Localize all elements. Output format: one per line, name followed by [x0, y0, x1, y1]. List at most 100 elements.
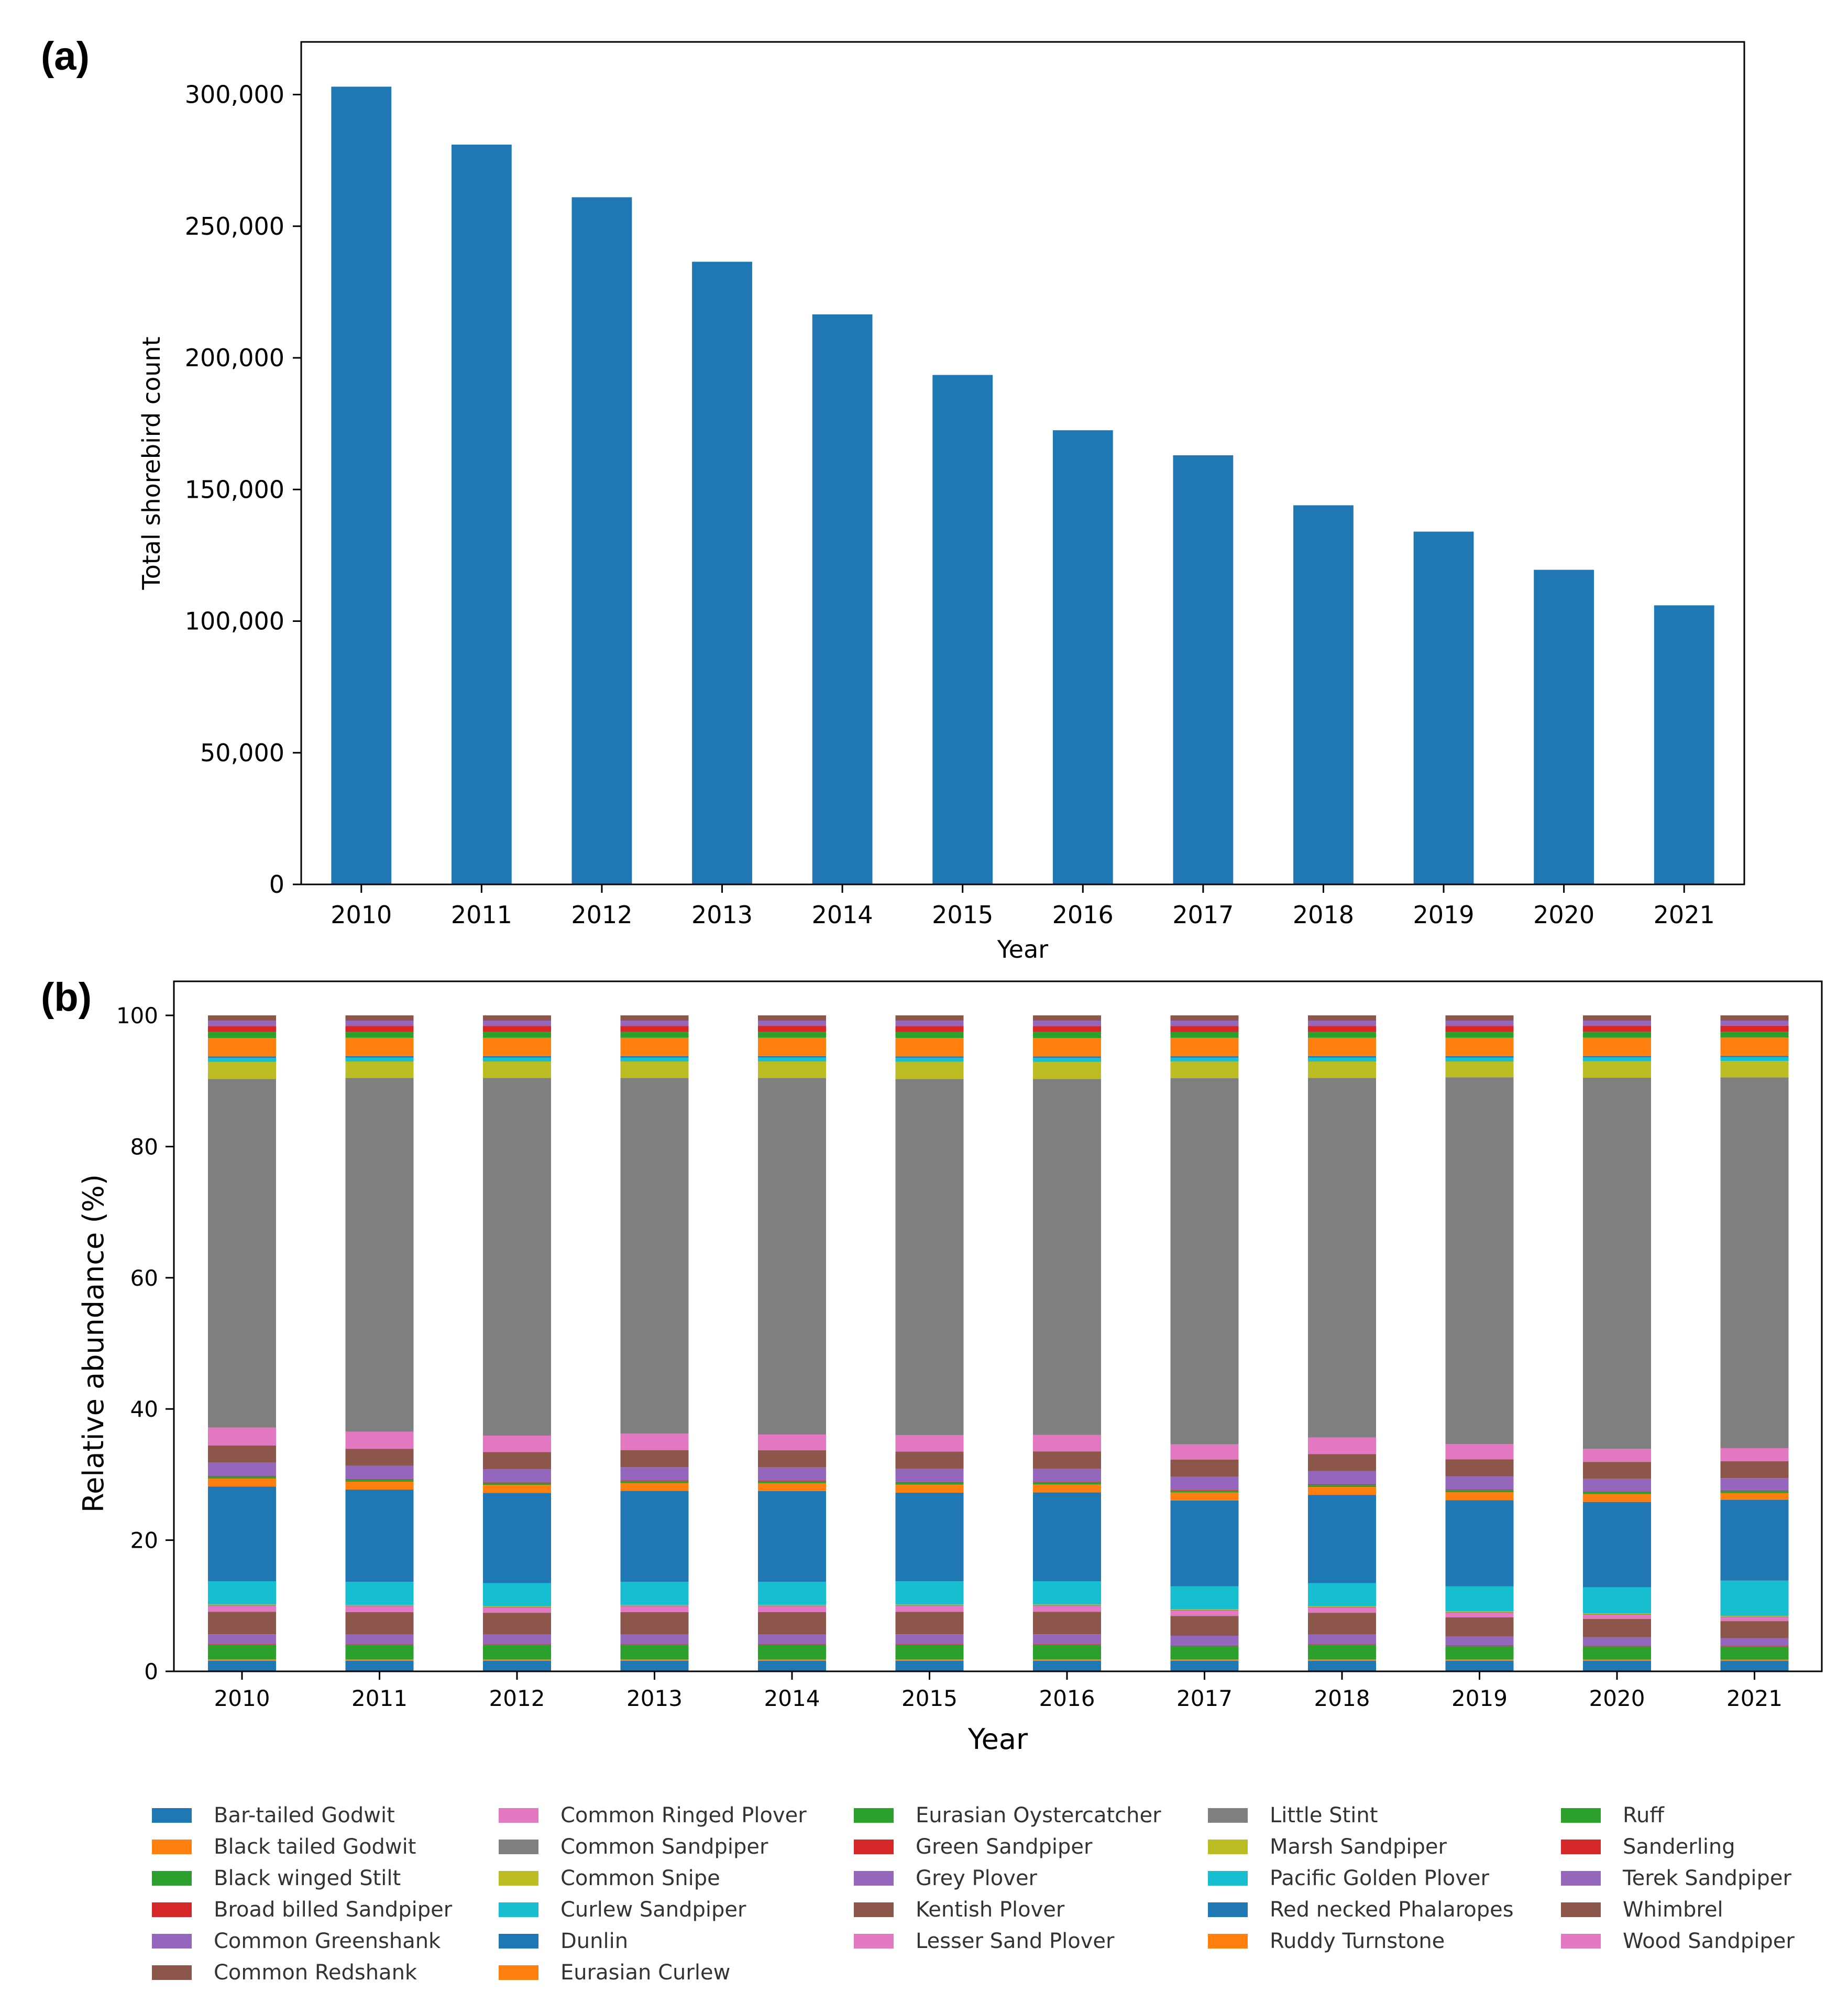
segment-2013-6 — [620, 1606, 689, 1612]
segment-2015-6 — [895, 1605, 964, 1612]
segment-2018-14 — [1308, 1471, 1376, 1485]
segment-2017-12 — [1170, 1490, 1239, 1493]
legend-swatch — [1208, 1902, 1248, 1917]
segment-2021-2 — [1720, 1646, 1789, 1660]
segment-2015-9 — [895, 1581, 964, 1605]
segment-2012-22 — [483, 1032, 551, 1038]
segment-2010-16 — [208, 1427, 276, 1446]
segment-2019-2 — [1445, 1646, 1514, 1660]
segment-2013-13 — [620, 1480, 689, 1481]
legend-swatch — [499, 1840, 538, 1854]
segment-2014-14 — [758, 1467, 826, 1481]
segment-2015-15 — [895, 1451, 964, 1469]
segment-2012-23 — [483, 1026, 551, 1032]
x-tick-label: 2019 — [1413, 901, 1475, 929]
segment-2014-7 — [758, 1605, 826, 1606]
segment-2014-18 — [758, 1061, 826, 1078]
legend-label: Common Ringed Plover — [560, 1803, 807, 1827]
segment-2021-0 — [1720, 1661, 1789, 1671]
segment-2012-25 — [483, 1015, 551, 1021]
legend-label: Little Stint — [1270, 1803, 1378, 1827]
segment-2016-9 — [1033, 1581, 1101, 1605]
segment-2013-10 — [620, 1491, 689, 1582]
segment-2021-1 — [1720, 1659, 1789, 1661]
segment-2011-0 — [345, 1660, 414, 1671]
segment-2011-7 — [345, 1605, 414, 1606]
segment-2016-6 — [1033, 1605, 1101, 1612]
legend-swatch — [499, 1808, 538, 1823]
legend-item: Dunlin — [499, 1925, 628, 1957]
segment-2013-21 — [620, 1037, 689, 1056]
legend-swatch — [1561, 1871, 1601, 1886]
segment-2020-21 — [1583, 1037, 1651, 1056]
segment-2016-5 — [1033, 1612, 1101, 1635]
legend-swatch — [1561, 1902, 1601, 1917]
segment-2015-18 — [895, 1061, 964, 1079]
legend-label: Black tailed Godwit — [214, 1835, 416, 1859]
legend-item: Eurasian Curlew — [499, 1957, 730, 1988]
segment-2016-12 — [1033, 1482, 1101, 1485]
segment-2020-2 — [1583, 1646, 1651, 1660]
segment-2011-13 — [345, 1479, 414, 1480]
segment-2017-4 — [1170, 1635, 1239, 1646]
segment-2018-21 — [1308, 1037, 1376, 1056]
segment-2016-17 — [1033, 1079, 1101, 1435]
segment-2018-5 — [1308, 1613, 1376, 1635]
segment-2012-19 — [483, 1057, 551, 1061]
segment-2015-5 — [895, 1612, 964, 1635]
legend-label: Sanderling — [1623, 1835, 1735, 1859]
segment-2021-21 — [1720, 1037, 1789, 1056]
segment-2021-17 — [1720, 1077, 1789, 1448]
segment-2010-2 — [208, 1645, 276, 1660]
segment-2015-4 — [895, 1634, 964, 1645]
legend-item: Kentish Plover — [854, 1894, 1064, 1925]
segment-2019-20 — [1445, 1056, 1514, 1058]
legend-label: Wood Sandpiper — [1623, 1929, 1795, 1953]
segment-2012-2 — [483, 1645, 551, 1660]
legend-swatch — [1208, 1871, 1248, 1886]
y-tick-label: 200,000 — [185, 344, 284, 372]
y-tick-label: 60 — [130, 1265, 158, 1291]
segment-2021-22 — [1720, 1032, 1789, 1038]
y-tick-label: 0 — [269, 870, 284, 899]
segment-2018-16 — [1308, 1437, 1376, 1454]
segment-2013-22 — [620, 1032, 689, 1038]
segment-2019-1 — [1445, 1659, 1514, 1661]
segment-2014-16 — [758, 1434, 826, 1451]
segment-2017-16 — [1170, 1444, 1239, 1460]
segment-2010-21 — [208, 1037, 276, 1057]
segment-2013-25 — [620, 1015, 689, 1021]
segment-2016-19 — [1033, 1057, 1101, 1062]
segment-2014-15 — [758, 1450, 826, 1468]
legend-label: Dunlin — [560, 1929, 629, 1953]
segment-2010-5 — [208, 1612, 276, 1635]
segment-2017-17 — [1170, 1078, 1239, 1444]
legend-item: Eurasian Oystercatcher — [854, 1800, 1161, 1831]
segment-2015-12 — [895, 1482, 964, 1485]
segment-2021-15 — [1720, 1461, 1789, 1479]
segment-2016-16 — [1033, 1435, 1101, 1452]
chart-a-total-count: 0 50,000 100,000 150,000 200,000 250,000 300,0… — [137, 41, 1745, 964]
segment-2015-2 — [895, 1645, 964, 1660]
segment-2018-23 — [1308, 1026, 1376, 1032]
segment-2018-6 — [1308, 1607, 1376, 1613]
bar-2011 — [451, 144, 512, 885]
segment-2013-18 — [620, 1061, 689, 1078]
segment-2016-1 — [1033, 1659, 1101, 1661]
segment-2017-2 — [1170, 1646, 1239, 1660]
segment-2017-18 — [1170, 1061, 1239, 1078]
legend-label: Black winged Stilt — [214, 1866, 401, 1890]
segment-2021-23 — [1720, 1025, 1789, 1032]
x-tick-label: 2018 — [1293, 901, 1354, 929]
segment-2021-18 — [1720, 1061, 1789, 1078]
segment-2015-21 — [895, 1037, 964, 1057]
legend-label: Lesser Sand Plover — [916, 1929, 1115, 1953]
x-axis-label: Year — [997, 935, 1048, 964]
segment-2013-9 — [620, 1582, 689, 1605]
segment-2010-25 — [208, 1015, 276, 1021]
legend-swatch — [152, 1934, 192, 1949]
segment-2020-25 — [1583, 1015, 1651, 1021]
segment-2020-14 — [1583, 1479, 1651, 1492]
y-axis-label: Total shorebird count — [137, 336, 166, 590]
x-tick-label: 2013 — [691, 901, 753, 929]
